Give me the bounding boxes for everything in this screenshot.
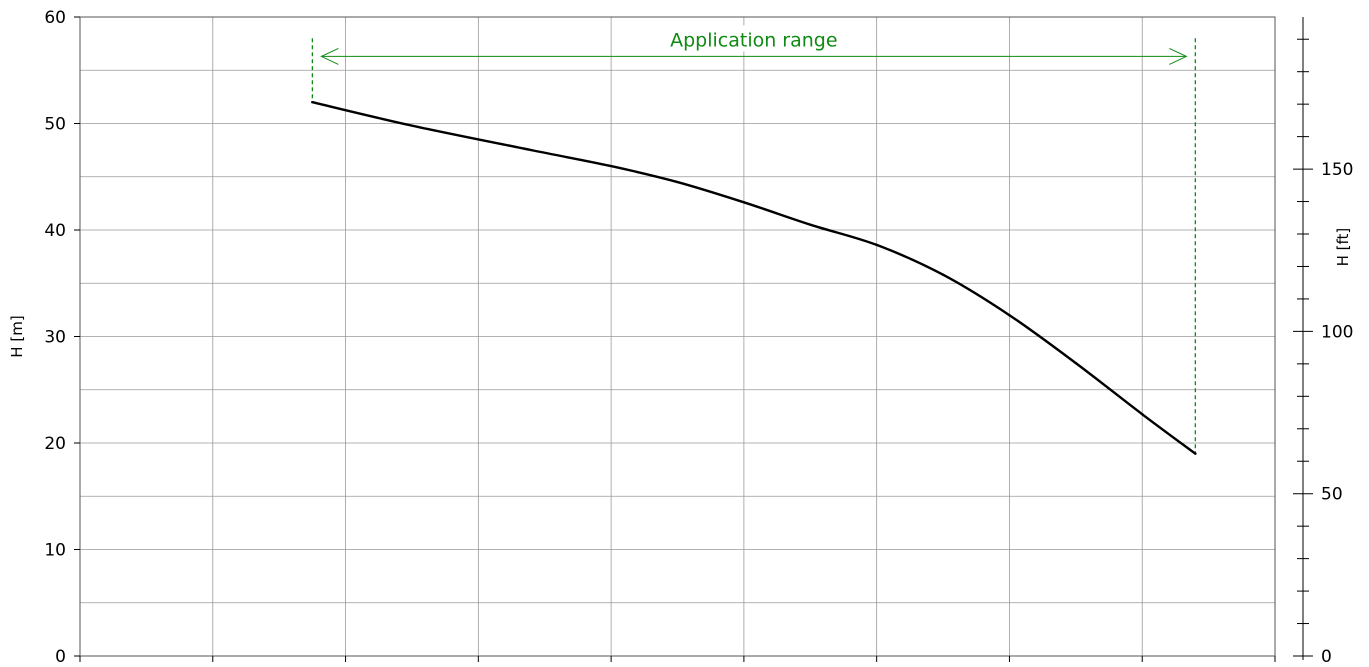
data-point <box>742 201 746 204</box>
y-tick-label: 30 <box>44 328 66 348</box>
y-tick-label: 20 <box>44 434 66 454</box>
data-point <box>1141 413 1144 416</box>
series <box>311 101 1197 455</box>
y-axis-right-title: H [ft] <box>1334 228 1352 267</box>
y-tick-label: 10 <box>44 541 66 561</box>
data-point <box>676 180 679 184</box>
y-right-tick-label: 100 <box>1321 322 1353 342</box>
data-point <box>609 164 613 168</box>
y-right-tick-label: 150 <box>1321 160 1353 180</box>
range-arrow-left <box>320 47 339 65</box>
data-point <box>875 243 878 247</box>
data-point <box>530 148 533 152</box>
application-range-annotation: Application range <box>311 25 1196 454</box>
range-label-background <box>658 25 849 52</box>
y-tick-label: 60 <box>44 8 66 28</box>
axes: 0 10 20 30 40 50 60 0 50 100 150 <box>44 8 1353 667</box>
y-tick-label: 0 <box>55 647 66 667</box>
range-arrow-right <box>1169 47 1188 65</box>
data-point <box>1074 361 1078 365</box>
series-line <box>311 101 1197 455</box>
y-right-tick-label: 50 <box>1321 485 1343 505</box>
grid <box>80 17 1275 656</box>
y-axis-title: H [m] <box>8 315 26 357</box>
y-tick-label: 50 <box>44 115 66 135</box>
data-point <box>311 101 314 104</box>
y-tick-label: 40 <box>44 221 66 241</box>
data-point <box>1008 314 1011 317</box>
data-point <box>809 223 812 226</box>
data-point <box>941 273 945 276</box>
data-point <box>410 124 414 127</box>
data-point <box>1194 452 1197 455</box>
application-range-label: Application range <box>670 29 837 51</box>
y-right-tick-label: 0 <box>1321 647 1332 667</box>
